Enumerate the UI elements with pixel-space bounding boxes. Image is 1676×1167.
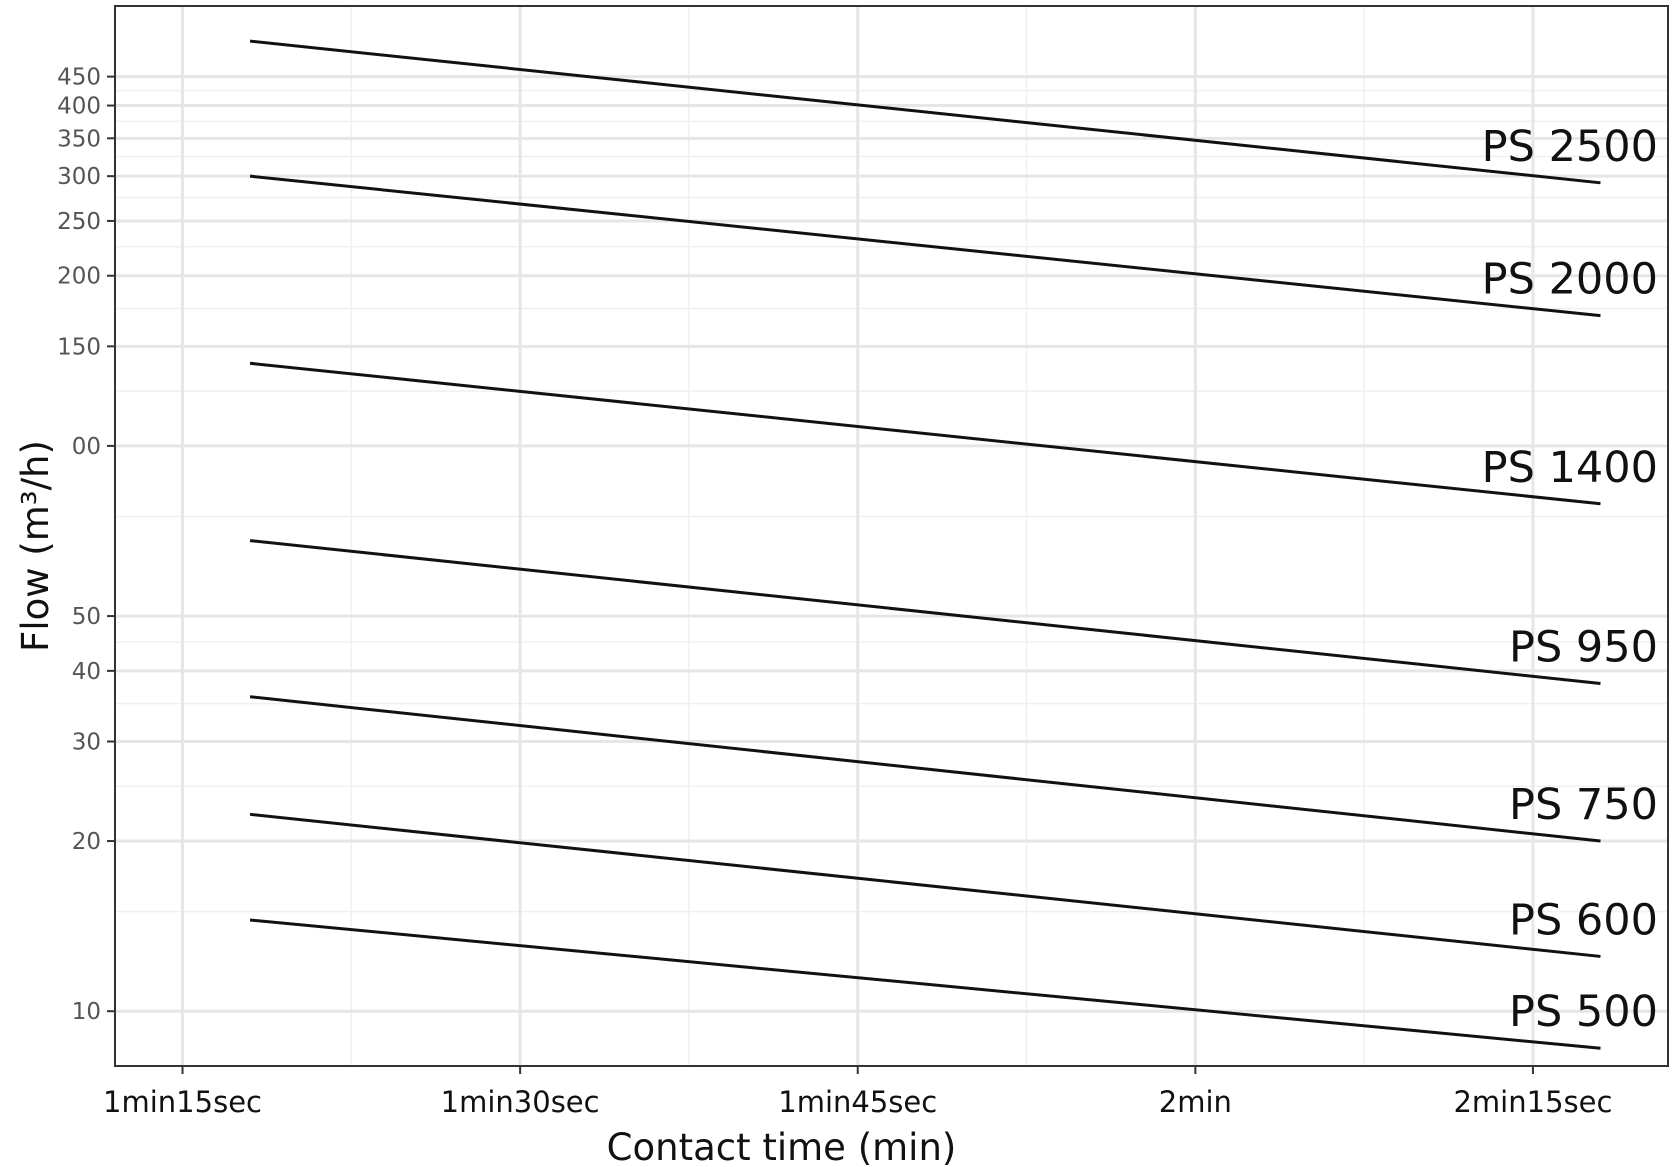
series-label: PS 2500 bbox=[1482, 122, 1658, 172]
series-labels: PS 2500 PS 2000 PS 1400 PS 950 PS 750 PS 600 P… bbox=[1482, 122, 1658, 1037]
y-tick-label: 10 bbox=[72, 999, 101, 1025]
series-label: PS 950 bbox=[1509, 622, 1658, 672]
series-line bbox=[249, 918, 1601, 1050]
series-label: PS 2000 bbox=[1482, 255, 1658, 305]
y-axis-ticks: 10 20 30 40 50 00 150 200 250 300 350 400 450 bbox=[57, 65, 115, 1025]
y-tick-label: 40 bbox=[72, 659, 101, 685]
y-tick-label: 150 bbox=[57, 334, 101, 360]
y-tick-label: 400 bbox=[57, 94, 101, 120]
y-tick-label: 200 bbox=[57, 264, 101, 290]
x-axis-title: Contact time (min) bbox=[607, 1126, 957, 1167]
x-tick-label: 1min15sec bbox=[103, 1085, 262, 1119]
series-line bbox=[249, 812, 1601, 958]
series-label: PS 500 bbox=[1509, 987, 1658, 1037]
x-tick-label: 2min15sec bbox=[1453, 1085, 1612, 1119]
x-tick-label: 1min30sec bbox=[441, 1085, 600, 1119]
series-label: PS 600 bbox=[1509, 895, 1658, 945]
y-tick-label: 20 bbox=[72, 829, 101, 855]
series-line bbox=[249, 39, 1601, 185]
y-tick-label: 350 bbox=[57, 126, 101, 152]
series-line bbox=[249, 695, 1601, 843]
y-tick-label: 450 bbox=[57, 65, 101, 91]
y-tick-label: 250 bbox=[57, 209, 101, 235]
series-line bbox=[249, 539, 1601, 685]
y-tick-label: 50 bbox=[72, 604, 101, 630]
grid bbox=[115, 6, 1668, 1066]
series-label: PS 750 bbox=[1509, 780, 1658, 830]
series-line bbox=[249, 174, 1601, 318]
x-tick-label: 1min45sec bbox=[778, 1085, 937, 1119]
series-lines bbox=[249, 39, 1601, 1050]
x-tick-label: 2min bbox=[1159, 1085, 1232, 1119]
y-tick-label: 300 bbox=[57, 164, 101, 190]
plot-panel bbox=[114, 5, 1669, 1067]
y-axis-title: Flow (m³/h) bbox=[14, 440, 57, 652]
series-label: PS 1400 bbox=[1482, 443, 1658, 493]
y-tick-label: 00 bbox=[72, 434, 101, 460]
x-axis-ticks: 1min15sec 1min30sec 1min45sec 2min 2min15sec bbox=[103, 1066, 1612, 1119]
series-line bbox=[249, 361, 1601, 506]
y-tick-label: 30 bbox=[72, 729, 101, 755]
